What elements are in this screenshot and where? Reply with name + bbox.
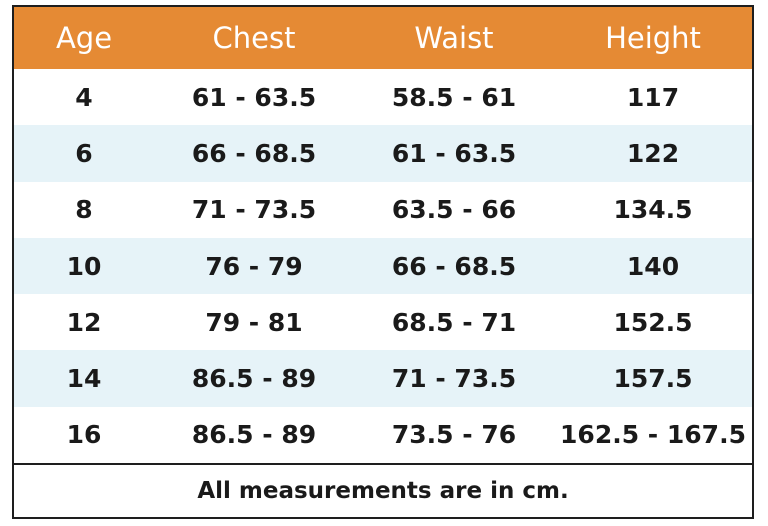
cell-waist: 63.5 - 66	[391, 195, 517, 225]
cell-height: 162.5 - 167.5	[560, 420, 746, 450]
header-age: Age	[55, 21, 113, 55]
cell-waist: 73.5 - 76	[391, 420, 517, 450]
table-row: 4 61 - 63.5 58.5 - 61 117	[14, 69, 752, 125]
cell-height: 152.5	[613, 307, 693, 337]
cell-waist: 61 - 63.5	[391, 138, 517, 168]
table-row: 6 66 - 68.5 61 - 63.5 122	[14, 125, 752, 182]
cell-chest: 86.5 - 89	[191, 364, 317, 394]
cell-age: 14	[66, 364, 102, 394]
cell-waist: 66 - 68.5	[391, 251, 517, 281]
cell-age: 10	[66, 251, 102, 281]
size-chart-table: Age Chest Waist Height 4 61 - 63.5 58.5 …	[12, 5, 754, 519]
cell-chest: 61 - 63.5	[191, 82, 317, 112]
header-height: Height	[605, 21, 701, 55]
cell-chest: 66 - 68.5	[191, 138, 317, 168]
cell-height: 117	[626, 82, 680, 112]
cell-waist: 58.5 - 61	[391, 82, 517, 112]
cell-chest: 71 - 73.5	[191, 195, 317, 225]
table-row: 14 86.5 - 89 71 - 73.5 157.5	[14, 350, 752, 407]
cell-chest: 76 - 79	[205, 251, 303, 281]
cell-height: 157.5	[613, 364, 693, 394]
cell-height: 134.5	[613, 195, 693, 225]
cell-age: 16	[66, 420, 102, 450]
cell-age: 4	[75, 82, 93, 112]
measurement-units-note: All measurements are in cm.	[197, 478, 569, 505]
table-footer: All measurements are in cm.	[14, 463, 752, 517]
header-chest: Chest	[212, 21, 296, 55]
cell-waist: 71 - 73.5	[391, 364, 517, 394]
cell-height: 140	[626, 251, 680, 281]
cell-waist: 68.5 - 71	[391, 307, 517, 337]
cell-chest: 86.5 - 89	[191, 420, 317, 450]
table-row: 8 71 - 73.5 63.5 - 66 134.5	[14, 182, 752, 238]
cell-chest: 79 - 81	[205, 307, 303, 337]
cell-age: 6	[75, 138, 93, 168]
cell-age: 12	[66, 307, 102, 337]
table-row: 10 76 - 79 66 - 68.5 140	[14, 237, 752, 295]
table-header-row: Age Chest Waist Height	[14, 7, 752, 69]
header-waist: Waist	[414, 21, 494, 55]
table-row: 12 79 - 81 68.5 - 71 152.5	[14, 294, 752, 350]
cell-age: 8	[75, 195, 93, 225]
table-row: 16 86.5 - 89 73.5 - 76 162.5 - 167.5	[14, 407, 752, 463]
cell-height: 122	[626, 138, 680, 168]
